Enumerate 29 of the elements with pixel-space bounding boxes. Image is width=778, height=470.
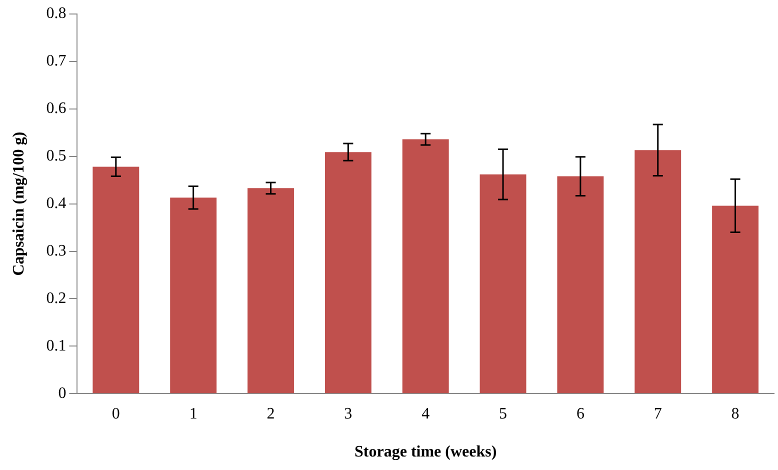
y-axis-title: Capsaicin (mg/100 g) — [10, 132, 28, 276]
bar — [92, 166, 140, 394]
bar — [557, 176, 604, 394]
x-tick-label: 4 — [422, 405, 430, 422]
x-tick-label: 2 — [266, 405, 275, 422]
x-tick-label: 6 — [576, 405, 584, 422]
bar — [402, 139, 449, 394]
bar — [248, 188, 294, 394]
x-axis-title: Storage time (weeks) — [354, 444, 497, 461]
y-tick-label: 0.5 — [46, 148, 66, 165]
y-tick-label: 0.8 — [46, 5, 66, 22]
y-tick-label: 0.4 — [46, 195, 66, 212]
x-tick-label: 7 — [654, 405, 662, 422]
bar — [712, 206, 759, 394]
y-tick-label: 0.3 — [46, 242, 66, 260]
x-tick-label: 5 — [499, 405, 508, 422]
x-tick-label: 1 — [189, 405, 198, 422]
y-tick-label: 0.7 — [46, 52, 66, 70]
y-tick-label: 0.2 — [46, 290, 66, 307]
y-tick-label: 0 — [58, 384, 66, 402]
bar — [634, 150, 682, 394]
y-tick-label: 0.1 — [46, 337, 66, 354]
x-tick-label: 0 — [112, 405, 120, 422]
y-tick-label: 0.6 — [46, 100, 66, 118]
bar — [324, 152, 372, 394]
bar — [170, 198, 217, 394]
x-tick-label: 8 — [731, 405, 740, 422]
x-tick-label: 3 — [344, 405, 352, 422]
bar — [480, 174, 526, 394]
